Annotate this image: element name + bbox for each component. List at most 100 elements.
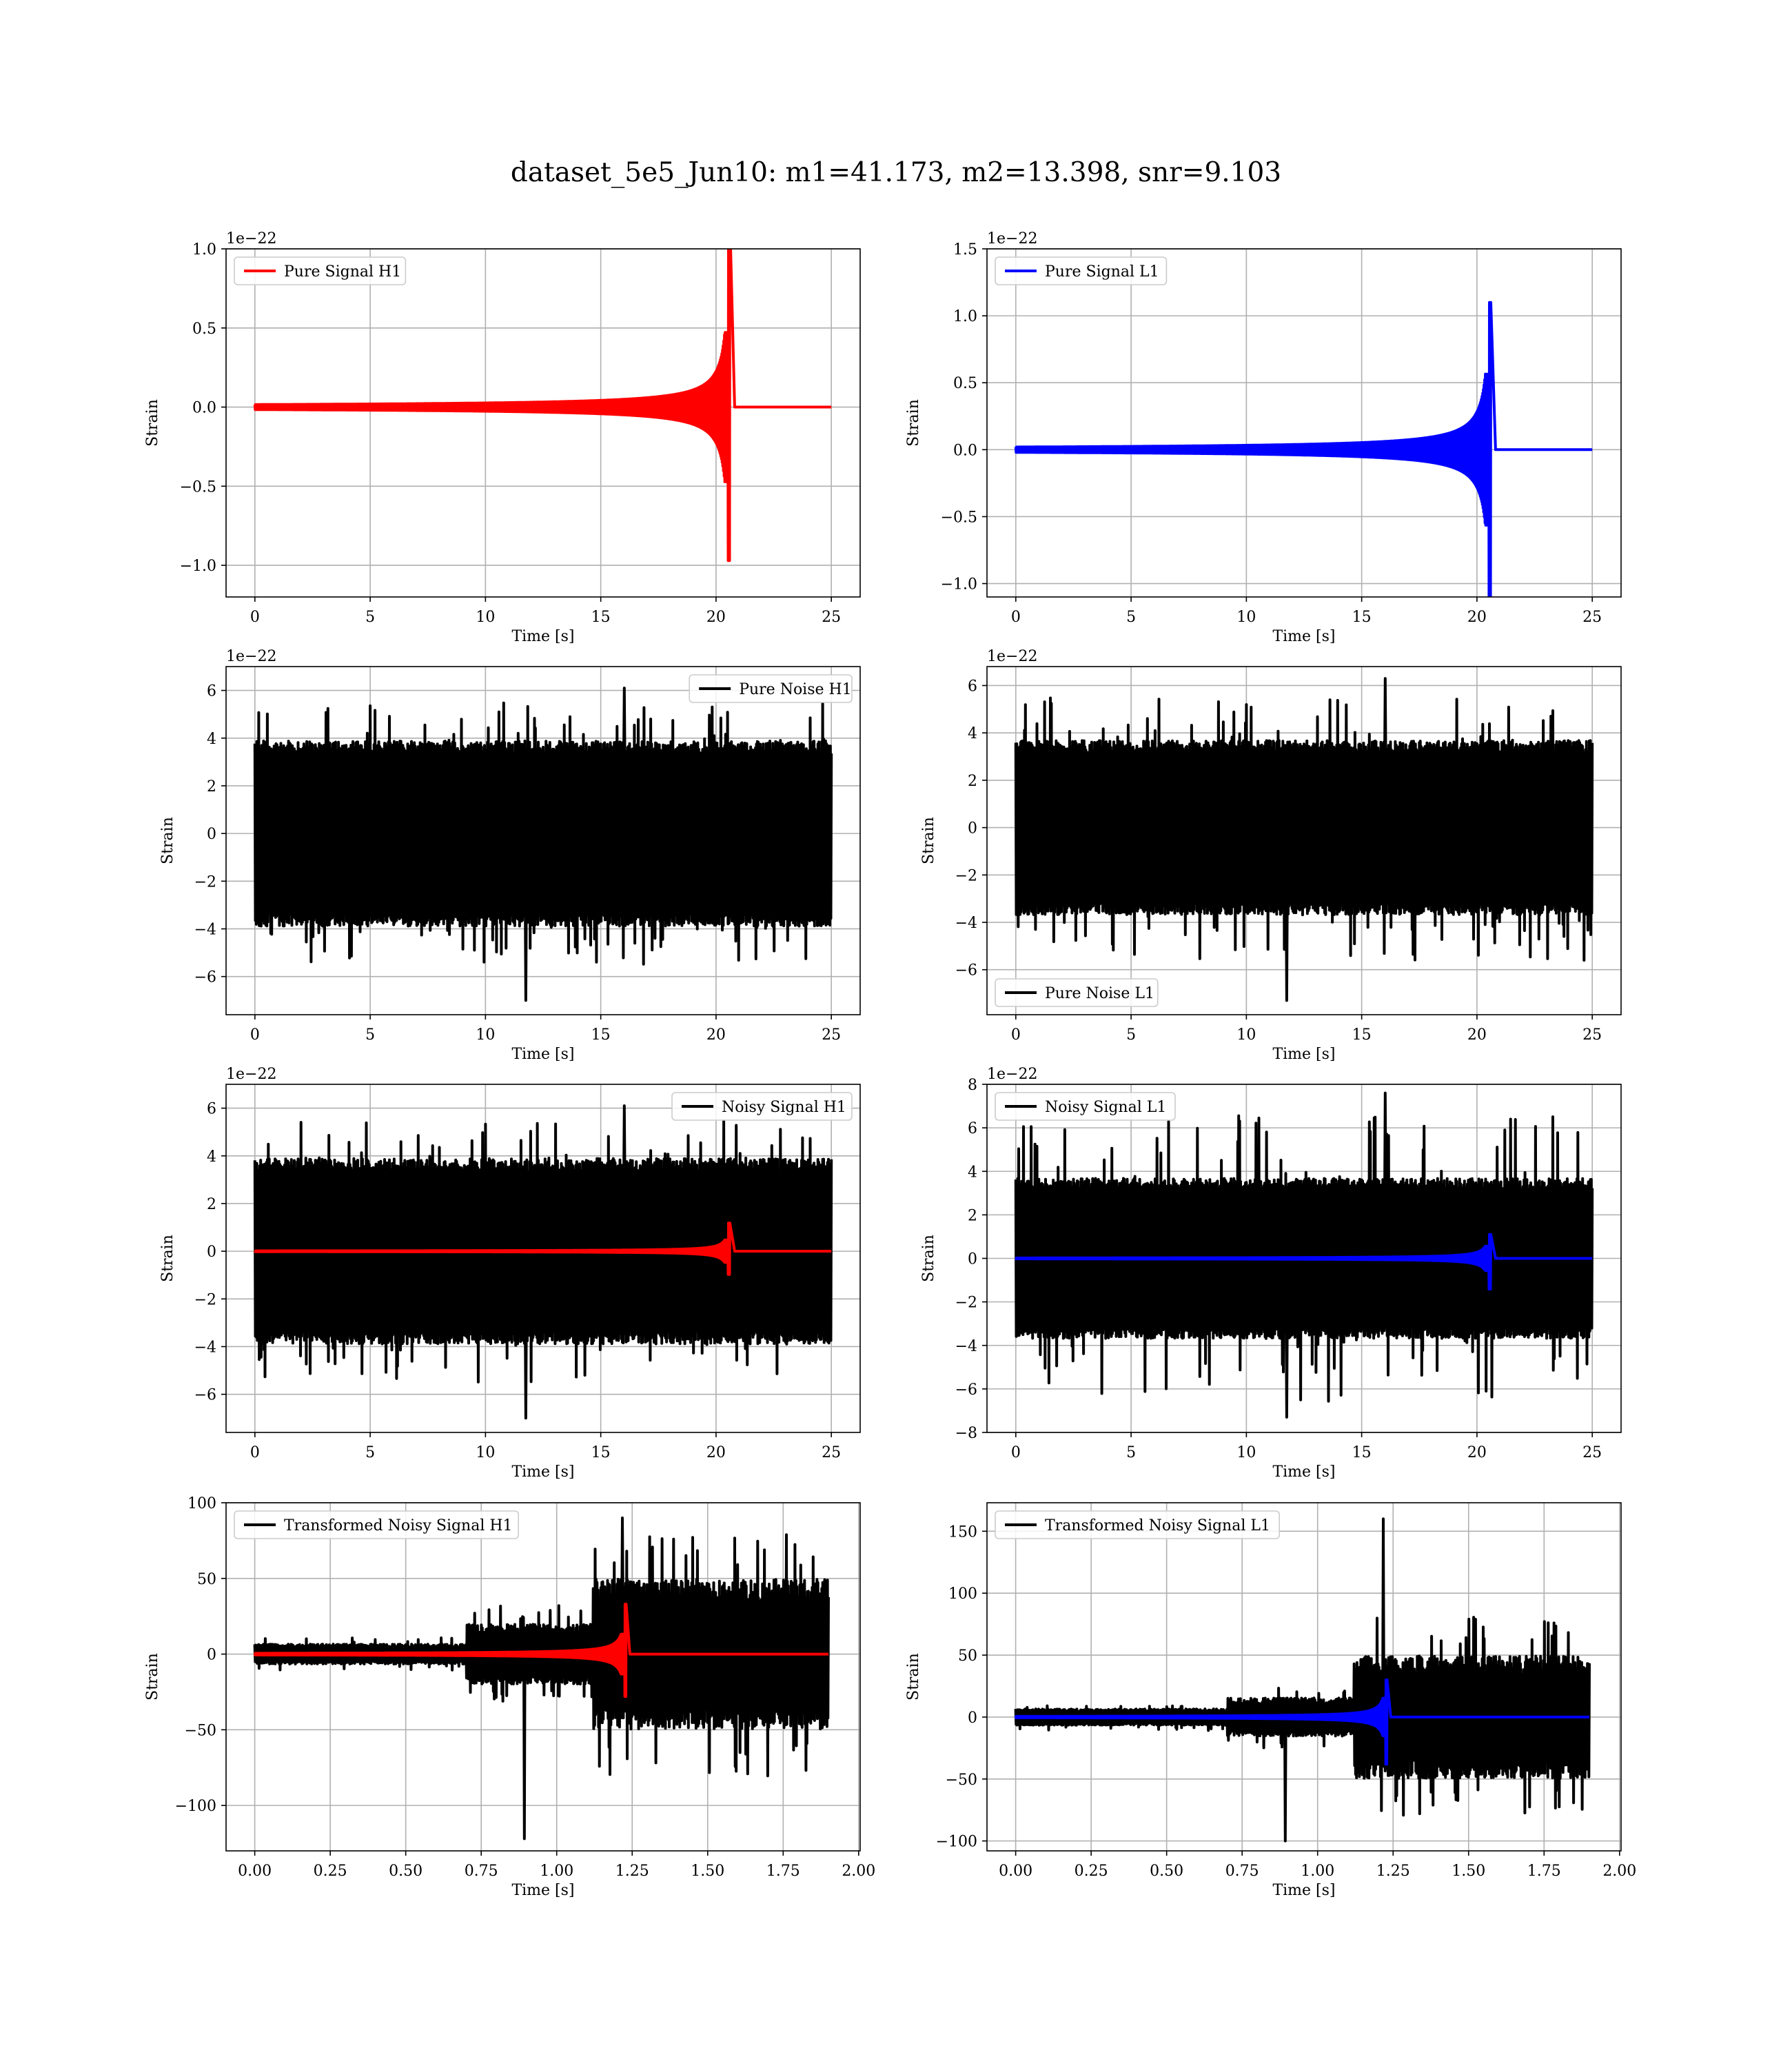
y-tick-label: −50 xyxy=(946,1772,977,1789)
subplot-0: 0 5 10 15 20 25 −1.0 −0.5 0.0 0.5 1.0 Time [s] Strai… xyxy=(144,230,861,645)
y-tick-label: −4 xyxy=(955,1338,977,1355)
legend: Pure Noise H1 xyxy=(689,674,853,703)
plot-frame xyxy=(225,1502,861,1852)
x-tick-label: 15 xyxy=(1352,609,1372,626)
plot-frame xyxy=(225,666,861,1015)
y-axis-label: Strain xyxy=(144,399,161,447)
y-tick-label: −4 xyxy=(194,921,216,938)
x-tick-label: 5 xyxy=(365,1026,375,1044)
x-tick-label: 1.50 xyxy=(1452,1863,1485,1880)
x-tick-label: 0 xyxy=(250,609,260,626)
y-tick-label: 0.5 xyxy=(192,321,216,338)
plot-frame xyxy=(225,1084,861,1433)
x-axis-label: Time [s] xyxy=(1272,1463,1335,1481)
x-tick-label: 0 xyxy=(250,1026,260,1044)
y-axis-label: Strain xyxy=(159,1235,176,1282)
x-tick-label: 20 xyxy=(1467,1026,1487,1044)
plot-frame xyxy=(225,248,861,598)
x-tick-label: 10 xyxy=(1236,609,1256,626)
y-axis-label: Strain xyxy=(144,1653,161,1701)
y-tick-label: 50 xyxy=(958,1648,977,1665)
x-tick-label: 15 xyxy=(591,609,611,626)
legend: Noisy Signal H1 xyxy=(671,1092,853,1121)
x-axis-label: Time [s] xyxy=(511,628,574,645)
legend-box xyxy=(995,256,1168,285)
x-tick-label: 0.50 xyxy=(1150,1863,1183,1880)
subplot-2: 0 5 10 15 20 25 −6 −4 −2 0 2 4 6 Time [s] Strain 1e−22 P… xyxy=(159,648,861,1063)
y-tick-label: 0.0 xyxy=(192,400,216,417)
x-tick-label: 25 xyxy=(1582,609,1602,626)
plot-frame xyxy=(986,1502,1622,1852)
y-tick-label: 1.5 xyxy=(953,241,977,258)
legend-label: Transformed Noisy Signal H1 xyxy=(284,1517,513,1534)
y-tick-label: −0.5 xyxy=(180,478,216,496)
legend-label: Pure Noise L1 xyxy=(1045,985,1154,1002)
subplot-7: 0.00 0.25 0.50 0.75 1.00 1.25 1.50 1.75 2.00 −100… xyxy=(905,1502,1636,1899)
x-tick-label: 2.00 xyxy=(1602,1863,1636,1880)
x-tick-label: 1.75 xyxy=(766,1863,800,1880)
x-tick-label: 2.00 xyxy=(842,1863,875,1880)
x-tick-label: 0.50 xyxy=(389,1863,422,1880)
y-tick-label: 4 xyxy=(207,731,216,748)
y-tick-label: 150 xyxy=(948,1523,977,1541)
legend: Pure Signal H1 xyxy=(234,256,407,285)
x-tick-label: 15 xyxy=(591,1444,611,1461)
x-axis-label: Time [s] xyxy=(1272,1046,1335,1063)
y-axis-label: Strain xyxy=(159,817,176,864)
transformed-noisy-signal-l1-line xyxy=(1014,1517,1591,1843)
x-tick-label: 10 xyxy=(476,609,495,626)
y-tick-label: 2 xyxy=(207,778,216,795)
x-axis-label: Time [s] xyxy=(1272,1882,1335,1899)
series-group xyxy=(1014,301,1593,597)
legend-box xyxy=(995,1092,1176,1121)
x-tick-label: 0.00 xyxy=(238,1863,272,1880)
y-tick-label: 0.5 xyxy=(953,375,977,392)
x-tick-label: 10 xyxy=(1236,1026,1256,1044)
y-tick-label: −100 xyxy=(936,1834,977,1851)
x-tick-label: 5 xyxy=(1126,1026,1136,1044)
legend: Transformed Noisy Signal L1 xyxy=(995,1510,1281,1539)
x-tick-label: 20 xyxy=(1467,1444,1487,1461)
legend-label: Noisy Signal H1 xyxy=(722,1099,846,1116)
x-tick-label: 20 xyxy=(1467,609,1487,626)
x-tick-label: 15 xyxy=(591,1026,611,1044)
figure-title: dataset_5e5_Jun10: m1=41.173, m2=13.398,… xyxy=(510,157,1282,188)
x-tick-label: 25 xyxy=(822,1026,841,1044)
x-tick-label: 25 xyxy=(822,1444,841,1461)
subplot-1: 0 5 10 15 20 25 −1.0 −0.5 0.0 0.5 1.0 1.5 Time [s] St… xyxy=(905,230,1622,645)
scale-label: 1e−22 xyxy=(226,648,276,665)
y-tick-label: −2 xyxy=(955,1295,977,1312)
legend-label: Pure Noise H1 xyxy=(739,681,852,698)
y-tick-label: 0 xyxy=(207,1647,216,1664)
x-tick-label: 0.75 xyxy=(465,1863,498,1880)
y-tick-label: −100 xyxy=(175,1798,216,1815)
x-tick-label: 5 xyxy=(365,609,375,626)
pure-noise-h1-line xyxy=(253,687,833,1002)
x-axis-label: Time [s] xyxy=(511,1882,574,1899)
series-group xyxy=(253,1104,833,1420)
legend-box xyxy=(995,978,1159,1007)
x-tick-label: 0 xyxy=(250,1444,260,1461)
x-tick-label: 10 xyxy=(1236,1444,1256,1461)
x-axis-label: Time [s] xyxy=(511,1463,574,1481)
series-group xyxy=(253,1517,830,1841)
y-tick-label: 4 xyxy=(968,1164,977,1181)
x-axis-label: Time [s] xyxy=(1272,628,1335,645)
noisy-signal-l1-line xyxy=(1014,1091,1594,1419)
plot-frame xyxy=(986,666,1622,1015)
x-tick-label: 20 xyxy=(706,609,726,626)
y-tick-label: 2 xyxy=(207,1196,216,1213)
y-tick-label: −1.0 xyxy=(180,558,216,575)
legend: Noisy Signal L1 xyxy=(995,1092,1176,1121)
x-tick-label: 0.25 xyxy=(1075,1863,1108,1880)
y-tick-label: −1.0 xyxy=(941,576,977,594)
y-axis-label: Strain xyxy=(905,1653,922,1701)
legend-box xyxy=(689,674,853,703)
legend-label: Transformed Noisy Signal L1 xyxy=(1045,1517,1270,1534)
x-tick-label: 10 xyxy=(476,1026,495,1044)
y-tick-label: 0 xyxy=(968,1251,977,1268)
noisy-signal-h1-line xyxy=(253,1104,833,1420)
y-tick-label: −0.5 xyxy=(941,509,977,526)
y-tick-label: 6 xyxy=(968,1120,977,1137)
